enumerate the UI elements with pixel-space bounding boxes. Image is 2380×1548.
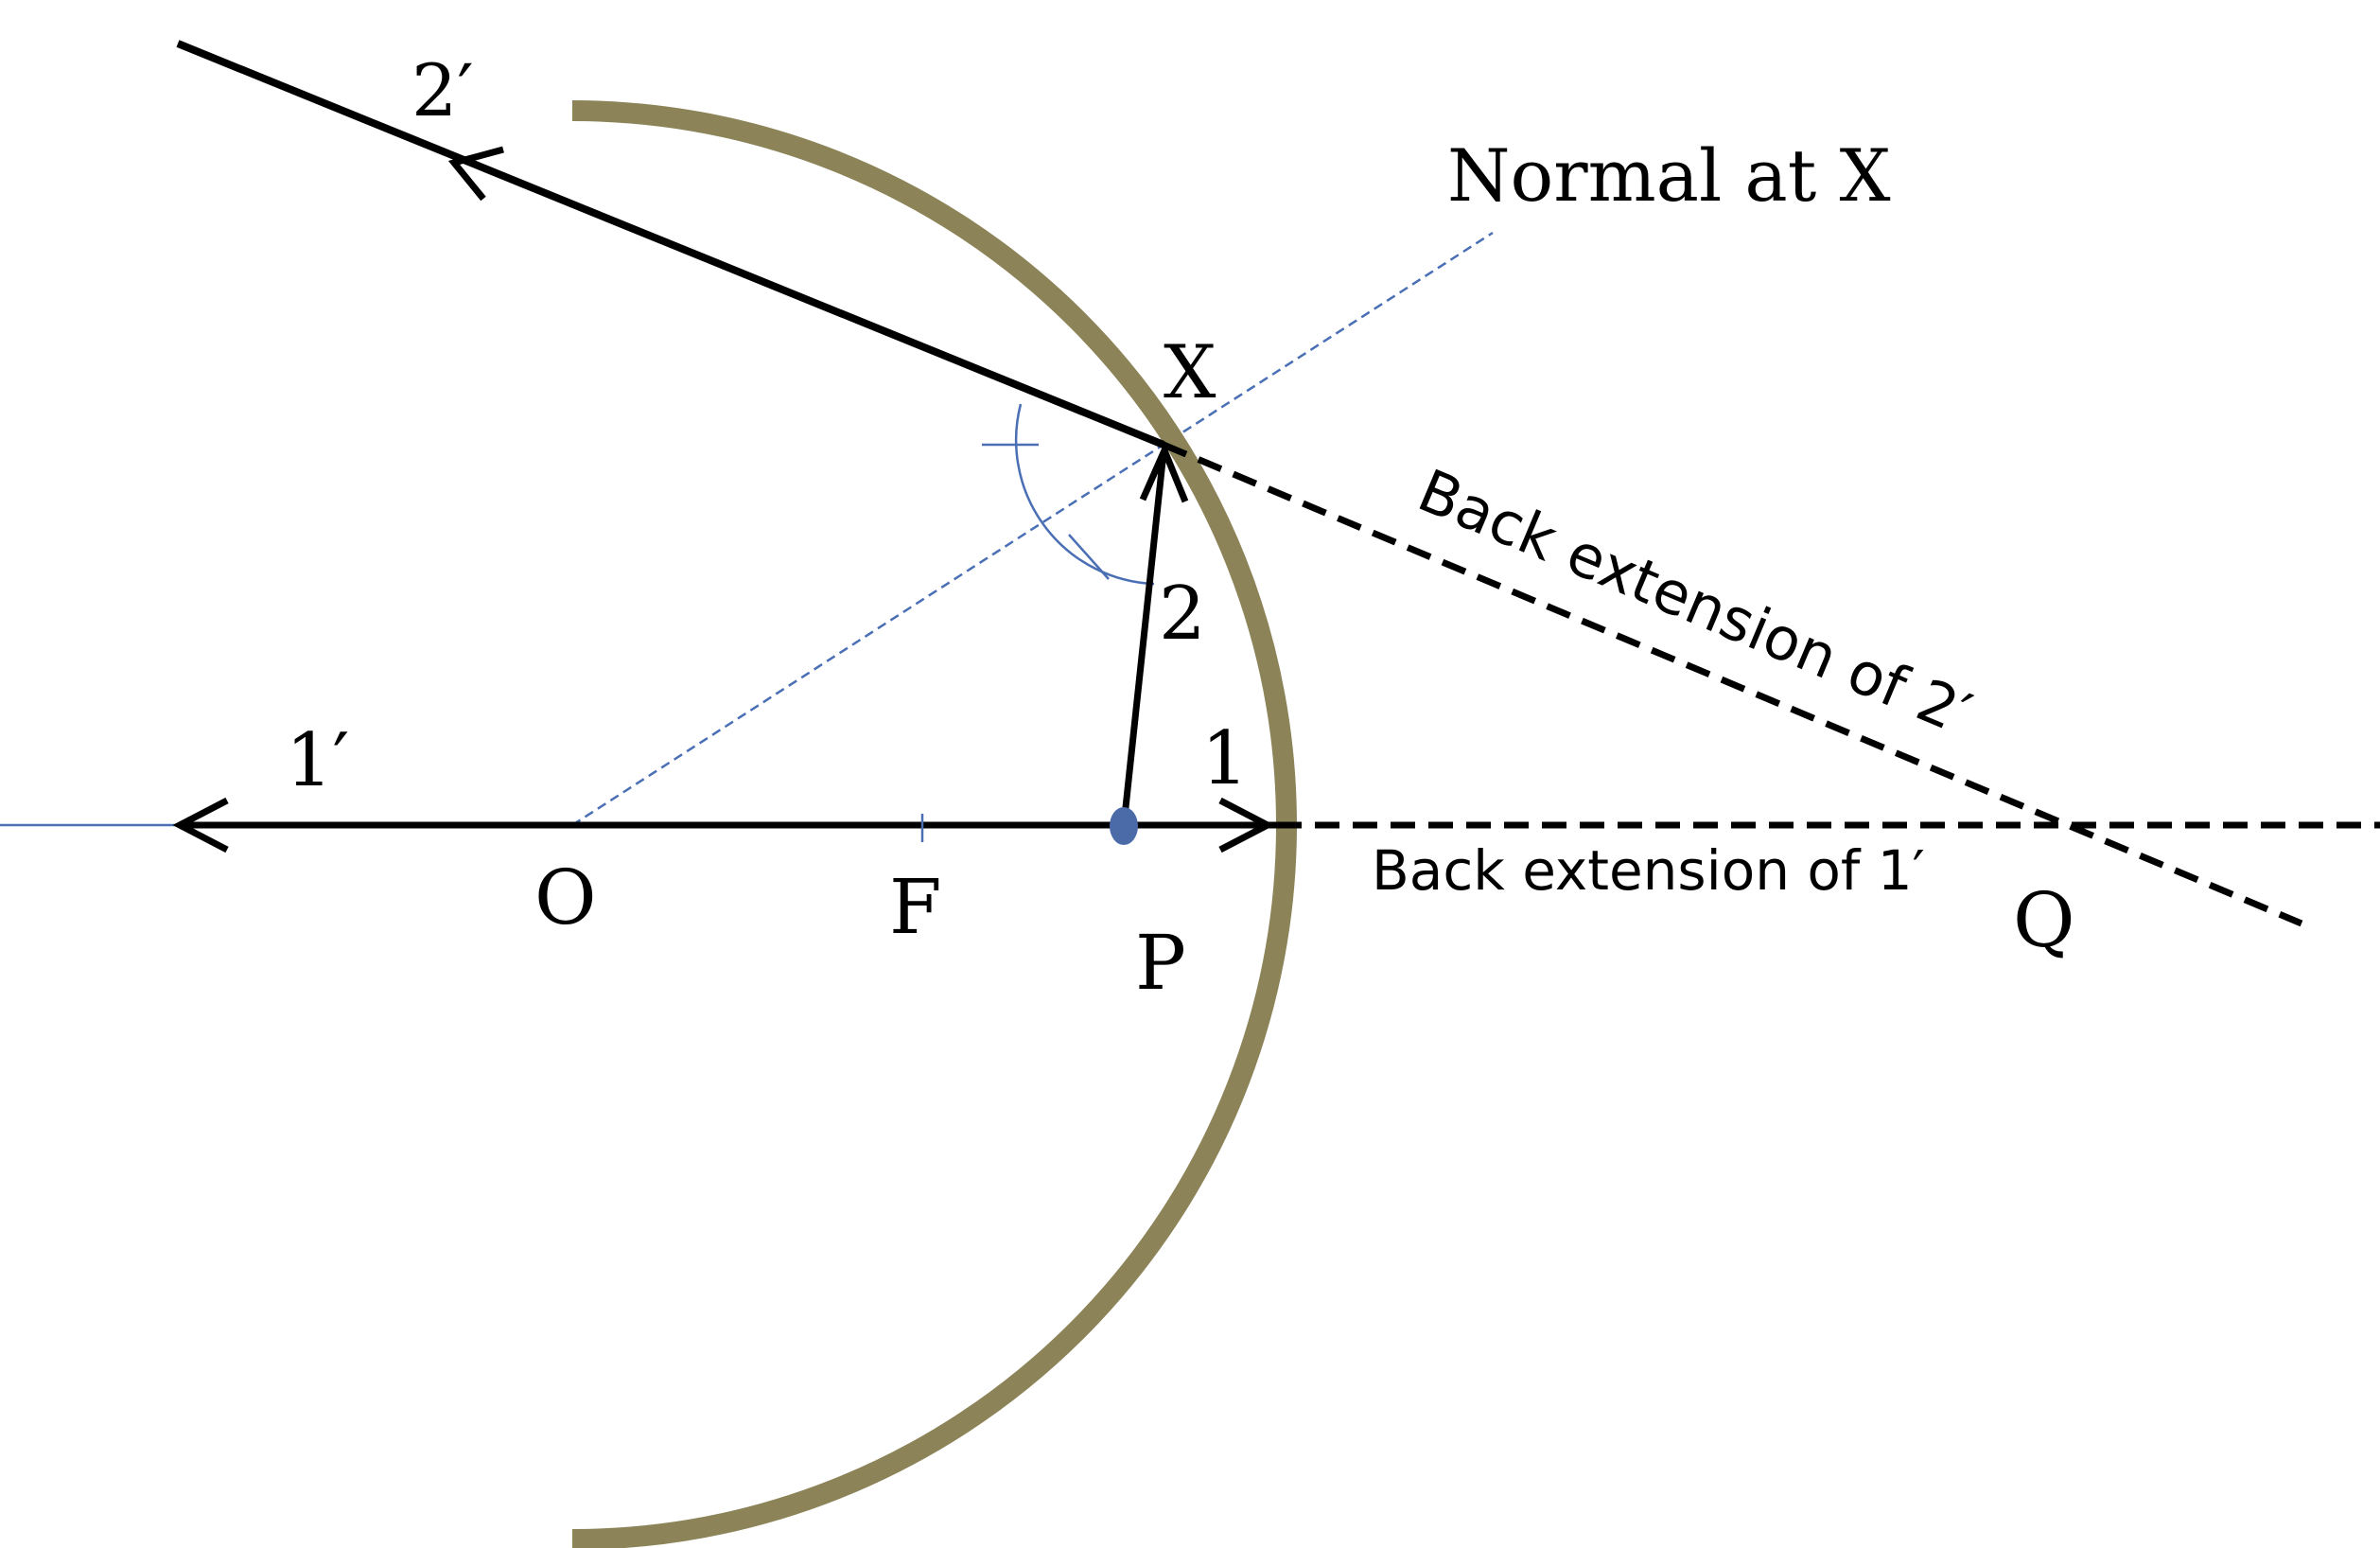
label-ray-2-prime: 2′ <box>411 48 474 132</box>
label-ray-1-prime: 1′ <box>286 718 349 803</box>
angle-tick-lower <box>1068 534 1110 580</box>
ray-2-prime-arrowhead <box>447 146 504 202</box>
reflected-ray-2-prime <box>176 40 1165 449</box>
label-point-q: Q <box>2013 876 2075 964</box>
point-p-dot <box>1110 807 1138 845</box>
label-point-o: O <box>534 853 597 941</box>
label-ray-2: 2 <box>1159 572 1206 657</box>
normal-line <box>571 231 1494 827</box>
label-point-x: X <box>1164 330 1216 415</box>
ray-1-arrowhead <box>1218 797 1275 853</box>
label-point-f: F <box>889 863 942 951</box>
label-ray-1: 1 <box>1201 716 1249 801</box>
label-point-p: P <box>1135 919 1186 1007</box>
ray-1-prime-arrowhead <box>172 797 229 853</box>
label-normal-at-x: Normal at X <box>1447 133 1891 218</box>
ray-2-arrowhead <box>1139 442 1189 503</box>
back-extension-2-prime <box>1162 441 2303 927</box>
incident-ray-2 <box>1120 451 1167 826</box>
label-back-extension-1: Back extension of 1′ <box>1372 838 1925 903</box>
label-back-extension-2: Back extension of 2′ <box>1409 456 1981 749</box>
incidence-angle-arc <box>1014 403 1155 586</box>
